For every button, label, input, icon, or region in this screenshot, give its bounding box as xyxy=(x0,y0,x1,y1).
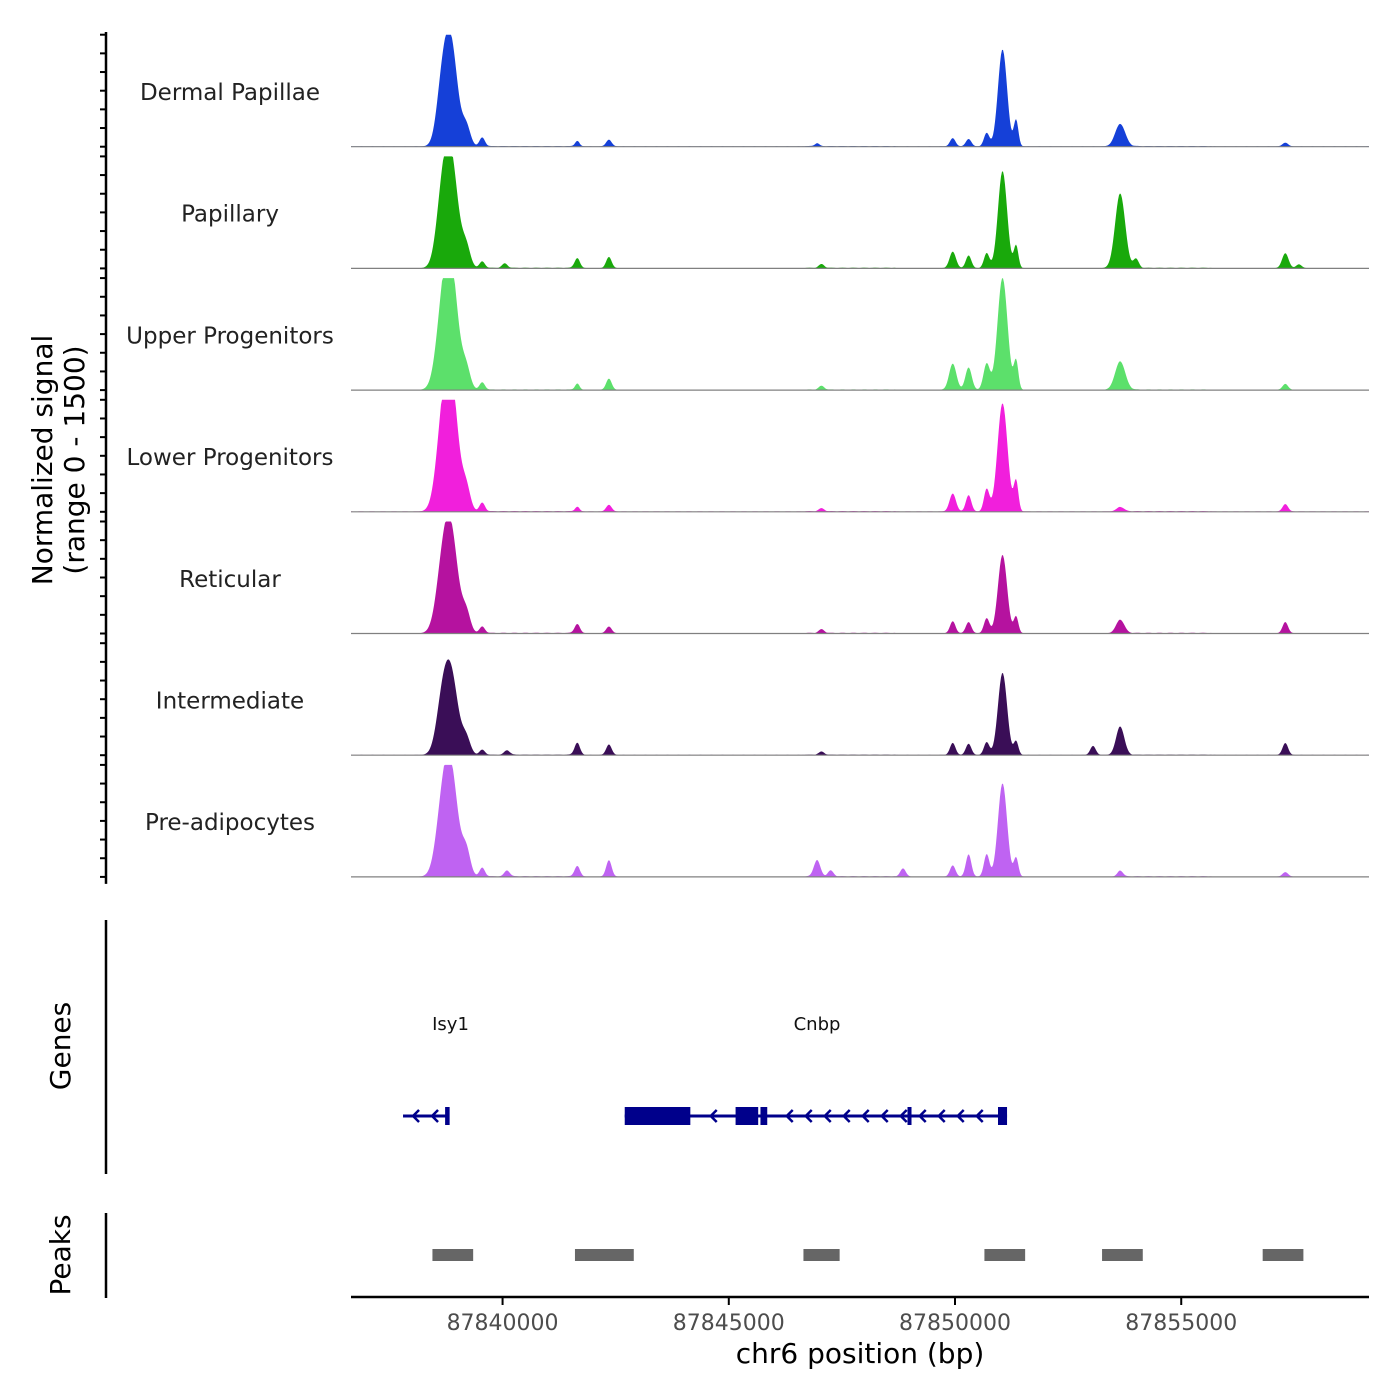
x-tick-label: 87840000 xyxy=(447,1311,559,1336)
coverage-area xyxy=(351,399,1369,512)
signal-y-axis xyxy=(100,32,108,884)
gene-exon xyxy=(735,1107,759,1125)
strand-arrow xyxy=(955,1109,965,1123)
gene-exon xyxy=(624,1107,691,1125)
coverage-area xyxy=(351,659,1369,756)
peak-region xyxy=(1102,1249,1143,1261)
track-label: Lower Progenitors xyxy=(127,445,334,471)
gene-exon xyxy=(760,1107,768,1125)
strand-arrow xyxy=(974,1109,984,1123)
peak-region xyxy=(1262,1249,1304,1261)
track-label: Papillary xyxy=(181,202,279,228)
x-tick-label: 87855000 xyxy=(1125,1311,1237,1336)
strand-arrow xyxy=(430,1109,439,1123)
x-tick-label: 87845000 xyxy=(673,1311,785,1336)
gene-exon xyxy=(997,1107,1008,1125)
x-axis: 87840000 87845000 87850000 87855000 xyxy=(447,1297,1237,1336)
strand-arrow xyxy=(898,1109,908,1123)
strand-arrow xyxy=(784,1109,794,1123)
track-label: Dermal Papillae xyxy=(140,80,320,106)
strand-arrow xyxy=(822,1109,832,1123)
signal-y-axis-title: Normalized signal xyxy=(26,335,59,586)
gene-exon xyxy=(445,1107,450,1125)
genes-panel-label: Genes xyxy=(44,1002,77,1090)
x-axis-title: chr6 position (bp) xyxy=(736,1337,985,1370)
peak-region xyxy=(432,1249,474,1261)
gene-label: Cnbp xyxy=(794,1014,841,1035)
strand-arrow xyxy=(803,1109,813,1123)
x-tick-label: 87850000 xyxy=(899,1311,1011,1336)
coverage-area xyxy=(351,278,1369,391)
gene-label: Isy1 xyxy=(432,1014,469,1035)
track-label: Reticular xyxy=(179,567,281,593)
peak-region xyxy=(803,1249,840,1261)
strand-arrow xyxy=(917,1109,927,1123)
peak-regions-track xyxy=(432,1249,1304,1261)
track-label: Intermediate xyxy=(156,689,304,715)
coverage-area xyxy=(351,156,1369,269)
gene-exon xyxy=(907,1107,912,1125)
peak-region xyxy=(984,1249,1026,1261)
strand-arrow xyxy=(411,1109,420,1123)
track-label: Upper Progenitors xyxy=(126,323,334,349)
strand-arrow xyxy=(936,1109,946,1123)
track-label: Pre-adipocytes xyxy=(145,810,315,836)
strand-arrow xyxy=(841,1109,851,1123)
strand-arrow xyxy=(879,1109,889,1123)
peaks-panel-label: Peaks xyxy=(44,1214,77,1295)
strand-arrow xyxy=(860,1109,870,1123)
coverage-area xyxy=(351,34,1369,147)
strand-arrow xyxy=(708,1109,718,1123)
coverage-tracks: Dermal Papillae Papillary Upper Progenitor… xyxy=(126,34,1369,878)
coverage-area xyxy=(351,521,1369,634)
peak-region xyxy=(574,1249,634,1261)
gene-annotation-track: Isy1 Cnbp xyxy=(403,1014,1008,1125)
signal-y-axis-range: (range 0 - 1500) xyxy=(58,345,91,574)
coverage-area xyxy=(351,764,1369,877)
